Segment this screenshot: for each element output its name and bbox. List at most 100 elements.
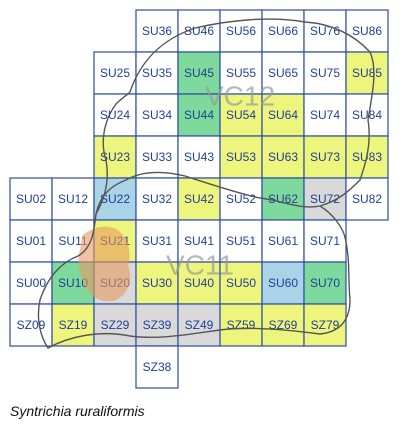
boundary — [37, 18, 375, 349]
cell-label: SU55 — [226, 66, 256, 80]
cell-label: SU41 — [184, 234, 214, 248]
grid-cell — [345, 177, 389, 221]
cell-label: SU36 — [142, 24, 172, 38]
cell-label: SU32 — [142, 192, 172, 206]
cell-label: SU35 — [142, 66, 172, 80]
grid-cell — [135, 219, 179, 263]
cell-label: SU52 — [226, 192, 256, 206]
cell-label: SU54 — [226, 108, 256, 122]
grid-cell — [219, 303, 263, 347]
cell-label: SU40 — [184, 276, 214, 290]
cell-label: SU60 — [268, 276, 298, 290]
cell-label: SZ69 — [269, 318, 298, 332]
cell-label: SU45 — [184, 66, 214, 80]
cell-label: SU56 — [226, 24, 256, 38]
cell-label: SZ29 — [101, 318, 130, 332]
cell-label: SU31 — [142, 234, 172, 248]
cell-label: SU24 — [100, 108, 130, 122]
cell-label: SZ79 — [311, 318, 340, 332]
cell-label: SU43 — [184, 150, 214, 164]
grid-cell — [303, 9, 347, 53]
cell-label: SU61 — [268, 234, 298, 248]
grid-cell — [9, 261, 53, 305]
cell-label: SZ09 — [17, 318, 46, 332]
cell-label: SU62 — [268, 192, 298, 206]
cell-label: SU46 — [184, 24, 214, 38]
grid-cell — [135, 261, 179, 305]
grid-cell — [345, 93, 389, 137]
cell-label: SU84 — [352, 108, 382, 122]
grid-cell — [135, 51, 179, 95]
cell-label: SZ38 — [143, 360, 172, 374]
cell-label: SU10 — [58, 276, 88, 290]
grid-cell — [345, 9, 389, 53]
cell-label: SU71 — [310, 234, 340, 248]
grid-cell — [9, 177, 53, 221]
cell-label: SU42 — [184, 192, 214, 206]
cell-label: SU30 — [142, 276, 172, 290]
cell-label: SU86 — [352, 24, 382, 38]
cell-label: SU73 — [310, 150, 340, 164]
cell-label: SU44 — [184, 108, 214, 122]
cell-label: SZ49 — [185, 318, 214, 332]
cell-label: SZ39 — [143, 318, 172, 332]
region-label: VC12 — [205, 80, 275, 111]
grid-cell — [303, 219, 347, 263]
cell-label: SU50 — [226, 276, 256, 290]
grid-cell — [93, 51, 137, 95]
caption: Syntrichia ruraliformis — [10, 403, 145, 419]
grid-cell — [93, 303, 137, 347]
blob — [78, 226, 131, 302]
grid-cell — [303, 261, 347, 305]
grid-cell — [261, 93, 305, 137]
grid-cell — [135, 303, 179, 347]
cell-label: SU02 — [16, 192, 46, 206]
cell-label: SU34 — [142, 108, 172, 122]
grid-cell — [219, 219, 263, 263]
grid-cell — [135, 9, 179, 53]
grid-cell — [9, 219, 53, 263]
cell-label: SU23 — [100, 150, 130, 164]
cell-label: SU64 — [268, 108, 298, 122]
grid-cell — [135, 345, 179, 389]
cell-label: SU12 — [58, 192, 88, 206]
grid-cell — [219, 9, 263, 53]
cell-label: SU01 — [16, 234, 46, 248]
region-label: VC11 — [166, 249, 234, 280]
grid-cell — [51, 177, 95, 221]
grid-cell — [9, 303, 53, 347]
grid-cell — [177, 261, 221, 305]
grid-cell — [93, 93, 137, 137]
grid-cell — [261, 135, 305, 179]
grid-cell — [177, 303, 221, 347]
cell-label: SU11 — [58, 234, 87, 248]
cell-label: SU22 — [100, 192, 130, 206]
cell-label: SU66 — [268, 24, 298, 38]
cell-label: SU74 — [310, 108, 340, 122]
cell-label: SZ19 — [59, 318, 88, 332]
cell-label: SU85 — [352, 66, 382, 80]
cell-label: SU65 — [268, 66, 298, 80]
grid-cell — [261, 303, 305, 347]
grid-cell — [219, 93, 263, 137]
cell-label: SU00 — [16, 276, 46, 290]
grid-cell — [303, 177, 347, 221]
cell-label: SU51 — [226, 234, 256, 248]
grid-cell — [303, 135, 347, 179]
cell-label: SU82 — [352, 192, 382, 206]
cell-label: SU70 — [310, 276, 340, 290]
cell-label: SU75 — [310, 66, 340, 80]
grid-cell — [51, 303, 95, 347]
cell-label: SU25 — [100, 66, 130, 80]
cell-label: SU72 — [310, 192, 340, 206]
cell-label: SU53 — [226, 150, 256, 164]
cell-label: SU76 — [310, 24, 340, 38]
grid-cell — [345, 51, 389, 95]
grid-cell — [303, 303, 347, 347]
cell-label: SU63 — [268, 150, 298, 164]
grid-cell — [177, 135, 221, 179]
grid-cell — [177, 219, 221, 263]
cell-label: SU33 — [142, 150, 172, 164]
grid-cell — [303, 93, 347, 137]
